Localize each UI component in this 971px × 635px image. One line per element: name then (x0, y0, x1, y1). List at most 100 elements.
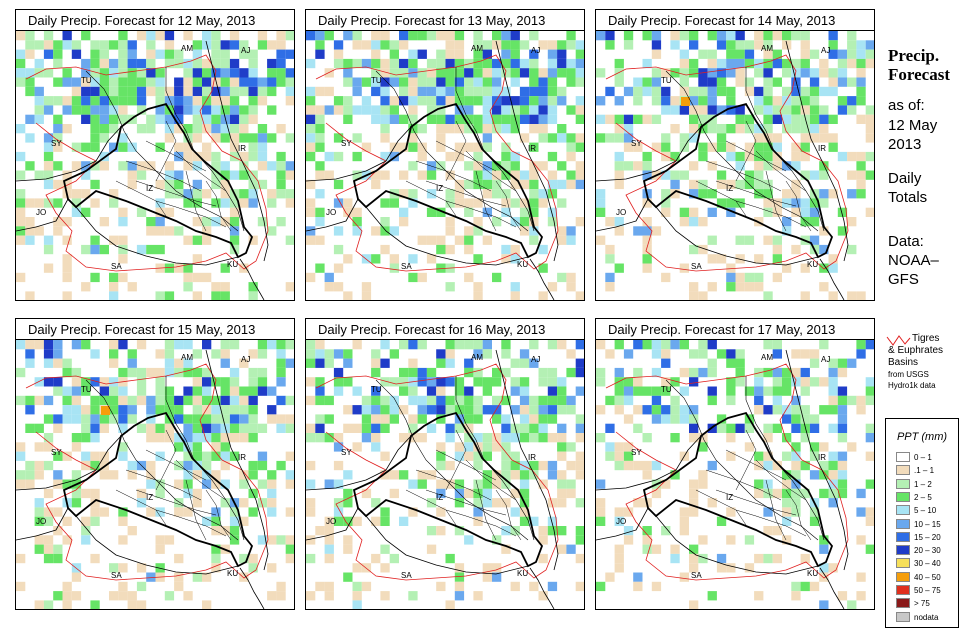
precip-cell (454, 151, 465, 162)
precip-cell (519, 405, 530, 415)
precip-cell (62, 77, 72, 87)
precip-cell (605, 244, 615, 255)
precip-cell (229, 377, 240, 387)
precip-cell (164, 58, 175, 69)
precip-cell (819, 68, 829, 78)
precip-cell (501, 96, 511, 106)
precip-cell (229, 114, 240, 124)
precip-cell (426, 470, 437, 480)
precip-cell (538, 105, 548, 115)
precip-cell (16, 226, 26, 236)
precip-cell (315, 31, 325, 41)
precip-cell (248, 49, 258, 59)
precip-cell (772, 423, 782, 433)
precip-cell (155, 217, 165, 227)
basin-boundary (315, 54, 559, 272)
map-label: IR (238, 453, 246, 462)
precip-cell (155, 244, 165, 255)
precip-cell (343, 96, 353, 106)
precip-cell (679, 49, 689, 59)
precip-cell (155, 395, 165, 406)
precip-cell (248, 423, 258, 433)
data-line: NOAA– (888, 252, 939, 269)
precip-cell (473, 86, 483, 97)
precip-cell (118, 272, 128, 283)
precip-cell (614, 217, 624, 227)
precip-cell (183, 86, 193, 97)
precip-cell (333, 386, 344, 396)
precip-cell (361, 77, 372, 87)
precip-cell (547, 207, 558, 217)
precip-cell (99, 114, 109, 124)
precip-cell (510, 460, 520, 471)
precip-cell (99, 133, 109, 143)
precip-cell (202, 105, 212, 115)
precip-cell (519, 133, 530, 143)
map-boundaries (306, 40, 559, 300)
precip-cell (257, 86, 268, 97)
precip-cell (473, 479, 483, 489)
precip-cell (529, 105, 539, 115)
precip-cell (164, 367, 175, 378)
ppt-legend-swatch (896, 478, 910, 489)
precip-cell (118, 235, 128, 245)
precip-cell (257, 142, 268, 152)
map-label: JO (326, 517, 336, 526)
precip-cell (865, 377, 874, 387)
precip-cell (81, 244, 91, 255)
precip-cell (791, 460, 801, 471)
precip-cell (436, 263, 446, 273)
precip-cell (436, 451, 446, 461)
precip-cell (306, 377, 316, 387)
precip-cell (698, 291, 708, 300)
province-border (205, 489, 232, 541)
precip-cell (557, 96, 567, 106)
precip-cell (306, 226, 316, 236)
precip-cell (819, 405, 829, 415)
precip-cell (62, 451, 72, 461)
precip-cell (99, 68, 109, 78)
precip-cell (192, 114, 202, 124)
province-border (155, 200, 227, 228)
precip-cell (791, 591, 801, 601)
precip-cell (605, 40, 615, 50)
precip-cell (575, 553, 584, 564)
precip-cell (352, 77, 362, 87)
country-border (365, 206, 529, 266)
precip-cell (333, 516, 344, 526)
precip-cell (519, 114, 530, 124)
precip-cell (285, 358, 294, 368)
precip-cell (809, 581, 820, 592)
precip-cell (689, 124, 699, 134)
precip-cell (81, 433, 91, 443)
precip-cell (136, 423, 147, 433)
precip-cell (257, 31, 268, 41)
precip-cell (819, 114, 829, 124)
precip-cell (510, 377, 520, 387)
precip-cell (211, 217, 221, 227)
precip-cell (62, 96, 72, 106)
precip-cell (482, 49, 492, 59)
precip-cell (623, 114, 634, 124)
precip-cell (547, 581, 558, 592)
precip-cell (192, 40, 202, 50)
precip-cell (791, 479, 801, 489)
precip-cell (99, 386, 109, 396)
precip-cell (333, 479, 344, 489)
precip-cell (538, 96, 548, 106)
precip-cell (856, 395, 866, 406)
precip-cell (380, 86, 390, 97)
precip-cell (192, 572, 202, 582)
precip-cell (202, 367, 212, 378)
precip-cell (473, 507, 483, 517)
precip-cell (482, 451, 492, 461)
precip-cell (34, 226, 44, 236)
precip-cell (183, 367, 193, 378)
precip-cell (127, 600, 137, 609)
precip-cell (43, 377, 54, 387)
precip-cell (248, 58, 258, 69)
precip-cell (492, 114, 502, 124)
precip-cell (352, 170, 362, 180)
precip-cell (380, 405, 390, 415)
country-border (365, 515, 529, 575)
